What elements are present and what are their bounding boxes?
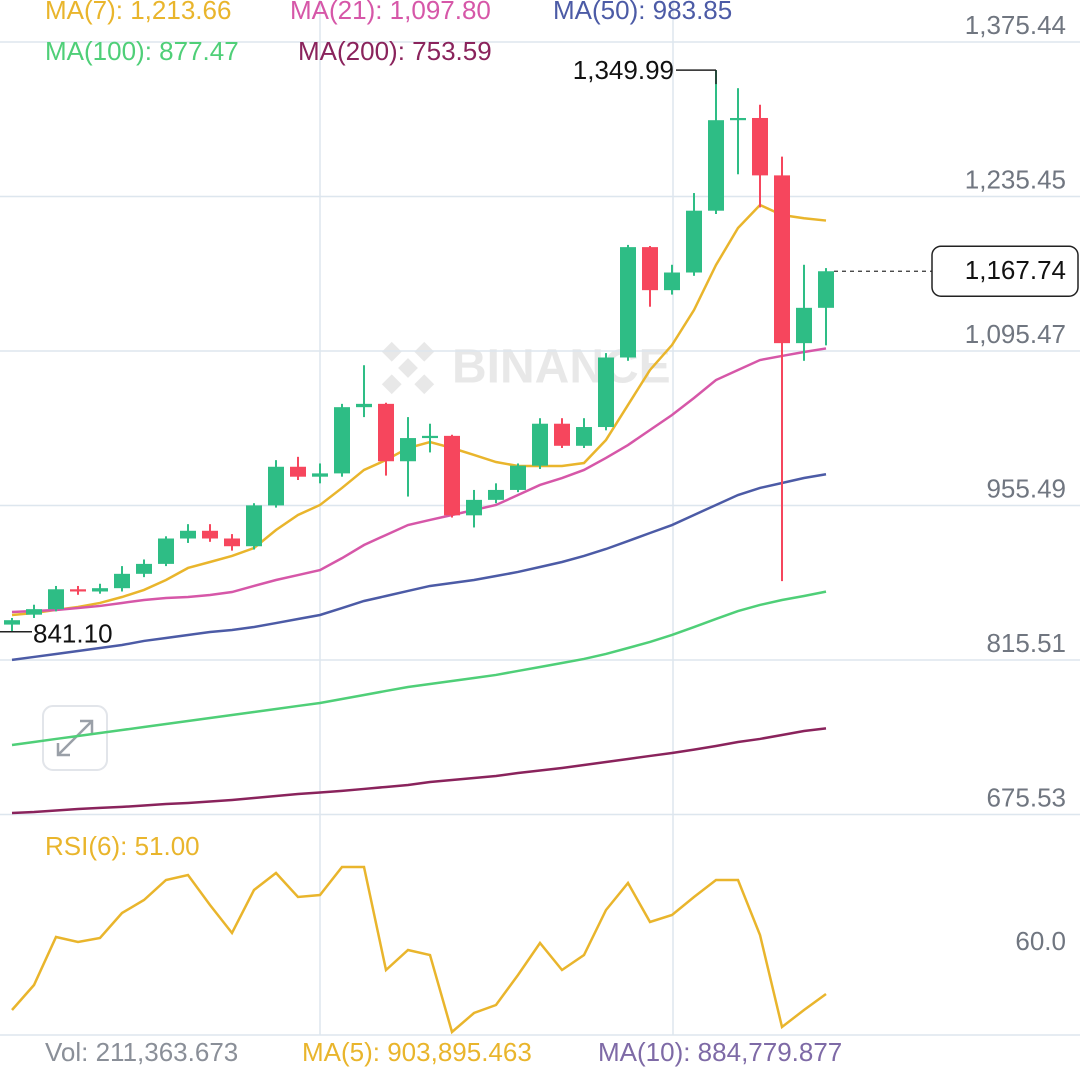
ma-line xyxy=(11,727,827,815)
candle-body xyxy=(224,538,240,547)
y-tick-label: 60.0 xyxy=(1015,926,1066,956)
candle-body xyxy=(532,423,548,466)
legend-entry: MA(200): 753.59 xyxy=(298,36,492,66)
y-tick-label: 1,235.45 xyxy=(965,164,1066,194)
y-tick-label: 955.49 xyxy=(986,473,1066,503)
candle-body xyxy=(378,403,394,462)
candle-body xyxy=(246,505,262,547)
rsi-title: RSI(6): 51.00 xyxy=(45,831,200,861)
candle-body xyxy=(488,489,504,500)
candle-body xyxy=(554,423,570,446)
footer-stat: MA(10): 884,779.877 xyxy=(598,1037,842,1067)
footer-stat: MA(5): 903,895.463 xyxy=(302,1037,532,1067)
high-label: 1,349.99 xyxy=(573,55,674,85)
candle-body xyxy=(180,530,196,539)
candle-body xyxy=(620,247,636,358)
ma-line xyxy=(11,472,827,662)
legend-entry: MA(50): 983.85 xyxy=(553,0,732,25)
y-tick-label: 815.51 xyxy=(986,628,1066,658)
candle-body xyxy=(466,499,482,516)
candle-body xyxy=(752,117,768,176)
candle-body xyxy=(774,175,790,344)
ma-line xyxy=(11,203,827,617)
y-tick-label: 675.53 xyxy=(986,782,1066,812)
last-price-label: 1,167.74 xyxy=(965,255,1066,285)
legend-entry: MA(21): 1,097.80 xyxy=(290,0,491,25)
candle-body xyxy=(444,435,460,516)
y-tick-label: 1,375.44 xyxy=(965,10,1066,40)
candle-body xyxy=(510,465,526,490)
low-label: 841.10 xyxy=(33,619,113,649)
y-tick-label: 1,095.47 xyxy=(965,319,1066,349)
candle-body xyxy=(400,438,416,462)
legend-entry: MA(100): 877.47 xyxy=(45,36,239,66)
candle-body xyxy=(70,589,86,592)
ma-line xyxy=(11,590,827,747)
candle-body xyxy=(136,563,152,574)
candle-body xyxy=(4,620,20,625)
candle-body xyxy=(686,210,702,273)
candle-body xyxy=(356,403,372,408)
candle-body xyxy=(290,466,306,477)
candle-body xyxy=(642,247,658,291)
candle-body xyxy=(48,589,64,610)
candle-body xyxy=(818,271,834,308)
candle-body xyxy=(576,427,592,446)
candle-body xyxy=(598,357,614,428)
candle-body xyxy=(796,307,812,344)
last-price-box xyxy=(931,245,1079,298)
candle-body xyxy=(422,435,438,439)
ma-line xyxy=(11,347,827,614)
candle-body xyxy=(92,588,108,592)
footer-stat: Vol: 211,363.673 xyxy=(45,1037,238,1067)
candle-body xyxy=(268,466,284,506)
candle-body xyxy=(114,573,130,589)
candle-body xyxy=(708,120,724,211)
candle-body xyxy=(26,609,42,615)
watermark-text: BINANCE xyxy=(452,341,671,394)
candle-body xyxy=(312,473,328,477)
candle-body xyxy=(730,117,746,121)
candle-body xyxy=(158,538,174,564)
expand-button[interactable] xyxy=(42,705,108,771)
candle-body xyxy=(334,407,350,474)
legend-entry: MA(7): 1,213.66 xyxy=(45,0,231,25)
candle-body xyxy=(664,272,680,291)
rsi-line xyxy=(11,865,827,1035)
candle-body xyxy=(202,530,218,539)
